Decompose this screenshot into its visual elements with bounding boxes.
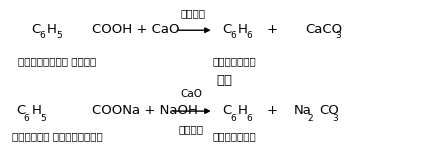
Text: 3: 3 bbox=[332, 114, 338, 123]
Text: +: + bbox=[267, 104, 278, 117]
Text: 6: 6 bbox=[230, 114, 236, 123]
Text: C: C bbox=[222, 23, 232, 36]
Text: बेन्जीन: बेन्जीन bbox=[212, 131, 256, 141]
Text: 5: 5 bbox=[41, 114, 47, 123]
Text: C: C bbox=[31, 23, 40, 36]
Text: H: H bbox=[237, 23, 247, 36]
Text: CO: CO bbox=[319, 104, 339, 117]
Text: 3: 3 bbox=[335, 31, 341, 40]
Text: 6: 6 bbox=[246, 114, 252, 123]
Text: Na: Na bbox=[294, 104, 312, 117]
Text: COOH + CaO: COOH + CaO bbox=[92, 23, 179, 36]
Text: 6: 6 bbox=[24, 114, 30, 123]
Text: CaCO: CaCO bbox=[305, 23, 342, 36]
Text: 6: 6 bbox=[230, 31, 236, 40]
Text: गर्म: गर्म bbox=[179, 125, 203, 135]
Text: सोडियम बेन्जोएट: सोडियम बेन्जोएट bbox=[12, 131, 103, 141]
Text: H: H bbox=[32, 104, 42, 117]
Text: 6: 6 bbox=[39, 31, 45, 40]
Text: C: C bbox=[16, 104, 25, 117]
Text: या: या bbox=[217, 74, 233, 87]
Text: +: + bbox=[267, 23, 278, 36]
Text: 6: 6 bbox=[246, 31, 252, 40]
Text: बेन्जीन: बेन्जीन bbox=[212, 56, 256, 66]
Text: C: C bbox=[222, 104, 232, 117]
Text: H: H bbox=[237, 104, 247, 117]
Text: CaO: CaO bbox=[180, 89, 202, 99]
Text: 5: 5 bbox=[56, 31, 62, 40]
Text: 2: 2 bbox=[307, 114, 313, 123]
Text: गर्म: गर्म bbox=[181, 8, 206, 18]
Text: COONa + NaOH: COONa + NaOH bbox=[92, 104, 198, 117]
Text: H: H bbox=[47, 23, 57, 36]
Text: बेन्जोइक अम्ल: बेन्जोइक अम्ल bbox=[18, 56, 97, 66]
